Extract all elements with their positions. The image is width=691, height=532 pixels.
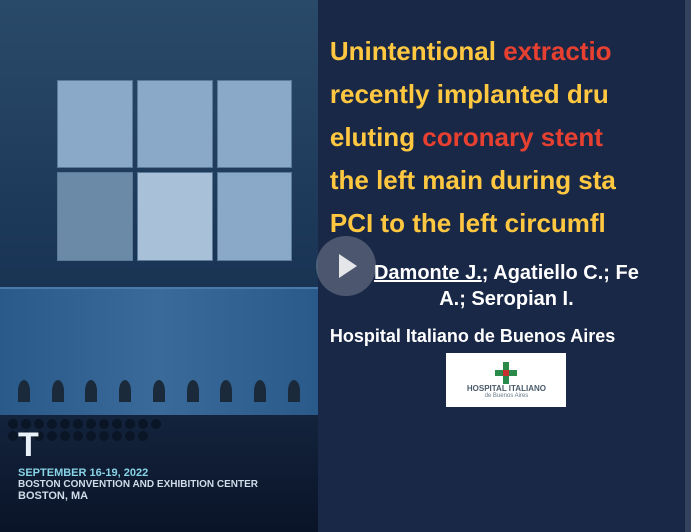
- stage-screen: [137, 80, 213, 168]
- event-info-block: T SEPTEMBER 16-19, 2022 BOSTON CONVENTIO…: [18, 426, 308, 502]
- authors-line2: A.; Seropian I.: [439, 288, 573, 310]
- logo-text-sub: de Buenos Aires: [485, 393, 529, 399]
- authors-block: Damonte J.; Agatiello C.; Fe A.; Seropia…: [330, 260, 683, 312]
- event-city: BOSTON, MA: [18, 490, 308, 502]
- event-venue: BOSTON CONVENTION AND EXHIBITION CENTER: [18, 479, 308, 490]
- stage-screen: [217, 172, 293, 260]
- conference-backdrop-image: T SEPTEMBER 16-19, 2022 BOSTON CONVENTIO…: [0, 0, 318, 532]
- event-logo-text: T: [18, 426, 308, 465]
- panelists: [10, 380, 308, 410]
- title-segment: eluting: [330, 122, 422, 152]
- title-segment: PCI to the left circumfl: [330, 208, 606, 238]
- slide-title: Unintentional extractio recently implant…: [330, 30, 683, 244]
- stage-screen: [217, 80, 293, 168]
- stage-screen: [57, 80, 133, 168]
- hospital-name: Hospital Italiano de Buenos Aires: [330, 326, 615, 347]
- cross-icon: [495, 362, 517, 384]
- title-segment: the left main during sta: [330, 165, 616, 195]
- title-segment: recently implanted dru: [330, 79, 609, 109]
- title-segment: Unintentional: [330, 36, 503, 66]
- affiliation-row: Hospital Italiano de Buenos Aires: [330, 326, 683, 347]
- title-segment-red: extractio: [503, 36, 611, 66]
- play-icon: [339, 254, 357, 278]
- stage-screen: [57, 172, 133, 260]
- right-edge-overlay: [685, 0, 691, 532]
- title-segment-red: coronary stent: [422, 122, 603, 152]
- play-button[interactable]: [316, 236, 376, 296]
- author-presenter: Damonte J.: [374, 262, 482, 284]
- event-dates: SEPTEMBER 16-19, 2022: [18, 467, 308, 479]
- authors-rest: ; Agatiello C.; Fe: [482, 262, 639, 284]
- stage-screens: [57, 80, 292, 261]
- presentation-slide: T SEPTEMBER 16-19, 2022 BOSTON CONVENTIO…: [0, 0, 691, 532]
- hospital-italiano-logo: HOSPITAL ITALIANO de Buenos Aires: [446, 353, 566, 407]
- stage-panel: [0, 287, 318, 415]
- stage-screen: [137, 172, 213, 260]
- logo-text-main: HOSPITAL ITALIANO: [467, 384, 546, 393]
